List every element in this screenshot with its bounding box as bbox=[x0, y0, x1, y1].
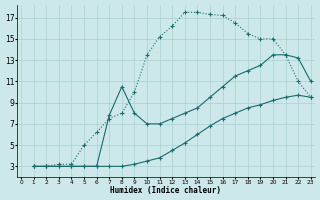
X-axis label: Humidex (Indice chaleur): Humidex (Indice chaleur) bbox=[110, 186, 221, 195]
